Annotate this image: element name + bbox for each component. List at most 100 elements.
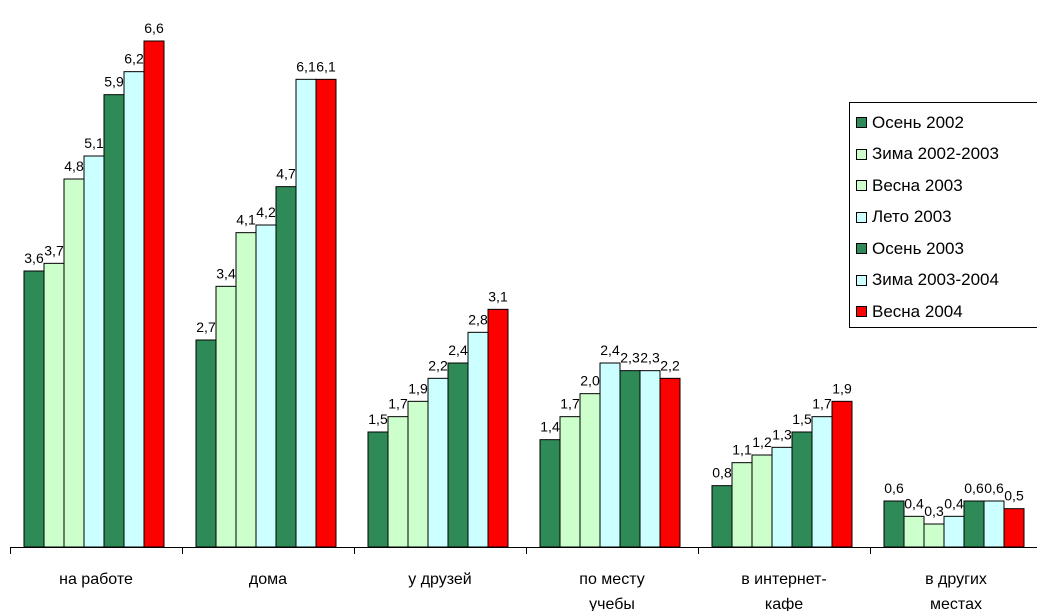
legend-item: Весна 2003 <box>850 170 1037 202</box>
data-label: 3,6 <box>24 250 44 266</box>
data-label: 1,9 <box>832 380 852 396</box>
bar <box>983 500 1005 548</box>
bar <box>195 339 217 548</box>
legend-item: Зима 2002-2003 <box>850 139 1037 171</box>
legend-label: Весна 2004 <box>872 301 963 321</box>
category-label: в интернет- <box>741 571 827 588</box>
data-label: 1,9 <box>408 380 428 396</box>
category-label: учебы <box>589 596 635 611</box>
data-label: 1,2 <box>752 434 772 450</box>
bar <box>599 362 621 548</box>
data-label: 2,3 <box>620 350 640 366</box>
legend-swatch <box>856 306 867 318</box>
bar <box>295 78 317 548</box>
bar <box>639 370 661 548</box>
data-label: 1,7 <box>388 396 408 412</box>
data-label: 4,1 <box>236 212 256 228</box>
legend-item: Весна 2004 <box>850 296 1037 328</box>
bar <box>711 485 733 548</box>
data-label: 0,6 <box>884 480 904 496</box>
bar <box>407 400 429 548</box>
bar <box>811 416 833 548</box>
bar <box>143 40 165 548</box>
bar <box>659 377 681 548</box>
data-label: 0,6 <box>964 480 984 496</box>
data-label: 1,5 <box>368 411 388 427</box>
legend-label: Весна 2003 <box>872 175 963 195</box>
data-label: 6,1 <box>316 58 336 74</box>
data-label: 6,2 <box>124 51 144 67</box>
data-label: 2,2 <box>660 357 680 373</box>
legend-label: Зима 2003-2004 <box>872 270 999 290</box>
legend-item: Лето 2003 <box>850 202 1037 234</box>
bar <box>903 515 925 548</box>
data-label: 1,7 <box>560 396 580 412</box>
bar <box>559 416 581 548</box>
data-label: 2,2 <box>428 357 448 373</box>
bar <box>215 285 237 548</box>
legend-swatch <box>856 180 867 192</box>
legend-swatch <box>856 148 867 160</box>
data-label: 0,6 <box>984 480 1004 496</box>
category-label: кафе <box>765 596 803 611</box>
bar <box>83 155 105 548</box>
data-label: 1,7 <box>812 396 832 412</box>
data-label: 3,4 <box>216 265 236 281</box>
legend-swatch <box>856 274 867 286</box>
legend-item: Зима 2003-2004 <box>850 265 1037 297</box>
data-label: 2,4 <box>448 342 468 358</box>
data-label: 2,8 <box>468 311 488 327</box>
bar <box>467 331 489 548</box>
legend-swatch <box>856 243 867 255</box>
bar <box>751 454 773 548</box>
legend-item: Осень 2002 <box>850 107 1037 139</box>
bar <box>923 523 945 548</box>
data-label: 6,6 <box>144 20 164 36</box>
bar <box>123 71 145 548</box>
data-label: 0,8 <box>712 465 732 481</box>
data-label: 0,4 <box>904 495 924 511</box>
bar <box>255 224 277 548</box>
bar <box>963 500 985 548</box>
bar <box>63 178 85 548</box>
data-label: 4,8 <box>64 158 84 174</box>
legend-swatch <box>856 211 867 223</box>
data-label: 1,5 <box>792 411 812 427</box>
bar <box>1003 508 1025 548</box>
bar <box>791 431 813 548</box>
bar <box>367 431 389 548</box>
bar <box>943 515 965 548</box>
bar <box>275 186 297 548</box>
data-label: 2,7 <box>196 319 216 335</box>
category-label: местах <box>930 596 982 611</box>
legend-swatch <box>856 117 867 129</box>
data-label: 1,1 <box>732 442 752 458</box>
bar <box>43 262 65 548</box>
bar <box>387 416 409 548</box>
bar <box>315 78 337 548</box>
bar <box>771 446 793 548</box>
bar <box>427 377 449 548</box>
bar <box>579 393 601 548</box>
bar <box>539 439 561 548</box>
data-label: 0,5 <box>1004 488 1024 504</box>
data-label: 2,3 <box>640 350 660 366</box>
category-label: по месту <box>579 571 644 588</box>
category-label: на работе <box>59 571 133 588</box>
data-label: 2,0 <box>580 373 600 389</box>
bar <box>23 270 45 548</box>
data-label: 3,1 <box>488 288 508 304</box>
bar <box>447 362 469 548</box>
legend: Осень 2002 Зима 2002-2003 Весна 2003 Лето 2… <box>849 102 1037 328</box>
bar <box>831 400 853 548</box>
data-label: 5,9 <box>104 74 124 90</box>
bar <box>619 370 641 548</box>
data-label: 4,2 <box>256 204 276 220</box>
category-label: в других <box>925 571 987 588</box>
bar <box>103 94 125 548</box>
bar <box>731 462 753 548</box>
category-label: дома <box>249 571 287 588</box>
data-label: 1,3 <box>772 426 792 442</box>
